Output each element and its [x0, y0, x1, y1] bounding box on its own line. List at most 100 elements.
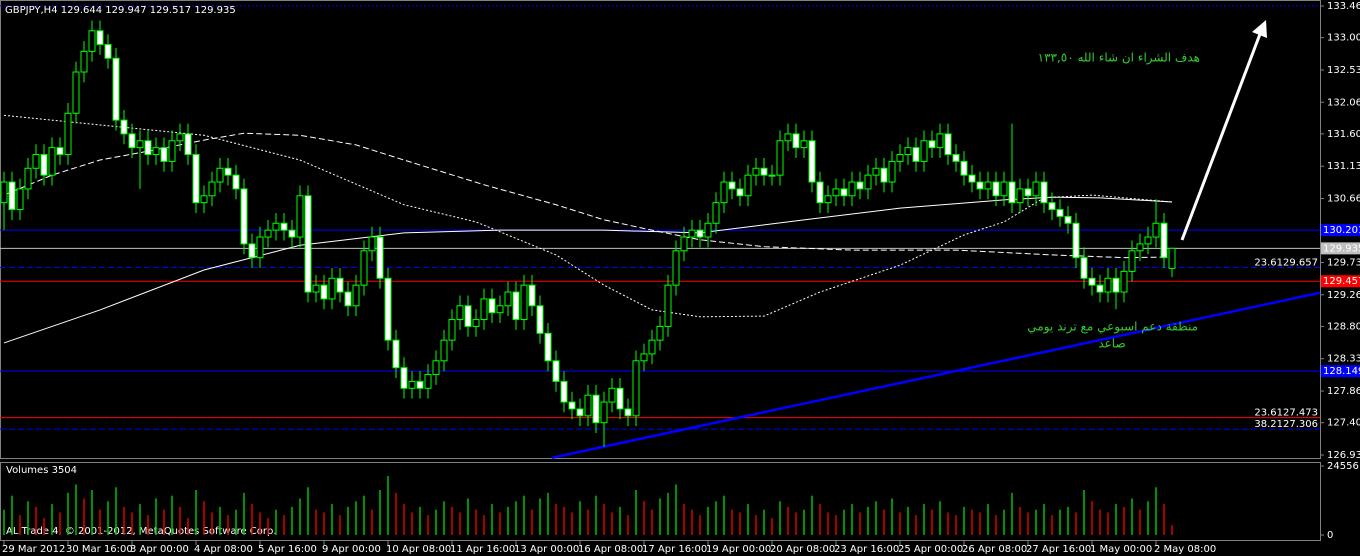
candle-body — [592, 394, 600, 424]
candle-body — [680, 236, 688, 252]
plot-layer — [0, 20, 1321, 459]
candle-body — [808, 140, 816, 183]
candle-body — [8, 181, 16, 211]
y-tick-label: 132.060 — [1327, 97, 1360, 108]
candle-body — [1032, 181, 1040, 197]
candle-body — [728, 181, 736, 190]
candle-body — [504, 291, 512, 307]
candle-body — [840, 188, 848, 197]
candle-body — [336, 277, 344, 293]
y-tick-label: 127.400 — [1327, 418, 1360, 429]
candle-body — [744, 174, 752, 197]
candle-body — [528, 284, 536, 307]
candle-body — [360, 250, 368, 286]
x-tick-label: 20 Apr 08:00 — [770, 544, 835, 555]
x-tick-label: 16 Apr 08:00 — [578, 544, 643, 555]
candle-body — [80, 50, 88, 73]
candle-body — [1024, 188, 1032, 197]
candle-body — [520, 284, 528, 321]
candle-body — [376, 236, 384, 279]
candle-body — [88, 30, 96, 52]
candle-body — [656, 325, 664, 341]
candle-body — [920, 140, 928, 162]
candle-body — [1112, 277, 1120, 293]
y-tick-label: 129.730 — [1327, 257, 1360, 268]
candle-body — [1016, 188, 1024, 204]
candle-body — [56, 147, 64, 156]
candle-body — [896, 154, 904, 162]
candle-body — [1104, 277, 1112, 293]
x-tick-label: 27 Apr 16:00 — [1026, 544, 1091, 555]
x-tick-label: 17 Apr 16:00 — [642, 544, 707, 555]
candle-body — [888, 160, 896, 183]
candle-body — [968, 174, 976, 183]
arrow-head — [1252, 20, 1267, 38]
candle-body — [536, 305, 544, 334]
y-tick-label: 127.860 — [1327, 386, 1360, 397]
candle-body — [672, 250, 680, 286]
candle-body — [648, 339, 656, 355]
candle-body — [488, 298, 496, 314]
candle-body — [1072, 222, 1080, 259]
candle-body — [32, 154, 40, 169]
chart-title: GBPJPY,H4 129.644 129.947 129.517 129.93… — [5, 5, 236, 16]
candle-body — [200, 195, 208, 204]
candle-body — [16, 188, 24, 211]
candle-body — [560, 380, 568, 403]
candle-body — [192, 154, 200, 204]
annotation: صاعد — [1098, 337, 1125, 351]
candle-body — [1008, 181, 1016, 204]
candle-body — [328, 277, 336, 300]
candle-body — [40, 154, 48, 176]
candle-body — [1120, 270, 1128, 293]
candle-body — [1128, 250, 1136, 272]
candle-body — [1160, 222, 1168, 259]
candle-body — [288, 229, 296, 238]
candle-body — [736, 188, 744, 197]
candle-body — [432, 360, 440, 376]
x-tick-label: 1 May 00:00 — [1090, 544, 1152, 555]
candle-body — [1144, 236, 1152, 245]
y-tick-label: 130.660 — [1327, 194, 1360, 205]
candle-body — [824, 195, 832, 204]
candle-body — [104, 44, 112, 59]
candle-body — [136, 140, 144, 149]
candle-body — [168, 140, 176, 162]
candle-body — [632, 360, 640, 417]
candle-body — [352, 284, 360, 307]
candle-body — [1048, 202, 1056, 211]
trendline — [551, 291, 1321, 459]
candle-body — [1000, 181, 1008, 197]
x-tick-label: 5 Apr 16:00 — [258, 544, 317, 555]
candle-body — [496, 305, 504, 314]
candle-body — [48, 147, 56, 176]
candle-body — [1088, 277, 1096, 286]
candle-body — [392, 339, 400, 369]
candle-body — [936, 133, 944, 149]
candle-body — [568, 401, 576, 410]
candle-body — [960, 160, 968, 176]
candle-body — [424, 374, 432, 389]
candle-body — [480, 298, 488, 321]
candle-body — [24, 167, 32, 190]
candle-body — [304, 195, 312, 293]
candle-body — [992, 181, 1000, 197]
candle-body — [768, 174, 776, 177]
candle-body — [72, 71, 80, 114]
candle-body — [160, 147, 168, 162]
candle-body — [232, 174, 240, 190]
copyright: AL Trade 4, © 2001-2012, MetaQuotes Soft… — [6, 526, 277, 537]
y-tick-label: 128.330 — [1327, 354, 1360, 365]
candle-body — [176, 133, 184, 142]
candle-body — [784, 133, 792, 142]
candle-body — [608, 387, 616, 403]
x-tick-label: 9 Apr 00:00 — [322, 544, 381, 555]
candle-body — [216, 167, 224, 183]
volume-tick-label: 0 — [1327, 530, 1333, 541]
candle-body — [152, 147, 160, 156]
candle-body — [1168, 247, 1176, 269]
candle-body — [872, 167, 880, 176]
x-tick-label: 3 Apr 00:00 — [130, 544, 189, 555]
candle-body — [1152, 222, 1160, 238]
candle-body — [144, 140, 152, 156]
